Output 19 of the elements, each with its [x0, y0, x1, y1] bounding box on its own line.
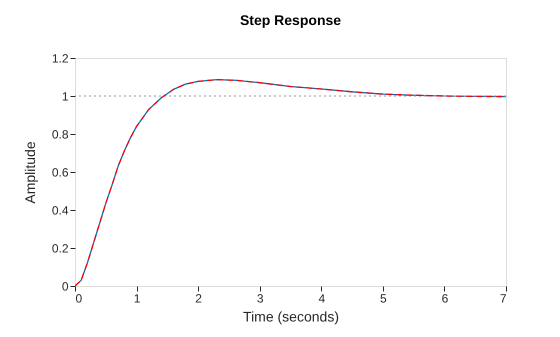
- y-tick-label: 0.4: [52, 204, 69, 218]
- x-tick-label: 7: [500, 292, 507, 306]
- x-tick-label: 2: [195, 292, 202, 306]
- x-axis-title: Time (seconds): [243, 308, 339, 324]
- x-tick-label: 6: [442, 292, 449, 306]
- x-tick-label: 3: [256, 292, 264, 306]
- y-tick-label: 0.6: [52, 166, 69, 180]
- x-tick-label: 5: [380, 292, 388, 306]
- y-tick-label: 1.2: [52, 52, 69, 66]
- line-series: [75, 79, 506, 286]
- x-tick-label: 4: [318, 292, 326, 306]
- y-tick-label: 0.8: [52, 128, 69, 142]
- x-tick-label: 0: [76, 292, 82, 306]
- y-axis-title: Amplitude: [22, 141, 38, 204]
- y-tick-label: 0: [62, 280, 69, 294]
- y-tick-label: 0.2: [52, 242, 69, 256]
- chart-title: Step Response: [240, 12, 342, 28]
- y-tick-label: 1: [62, 90, 69, 104]
- x-tick-label: 1: [134, 292, 141, 306]
